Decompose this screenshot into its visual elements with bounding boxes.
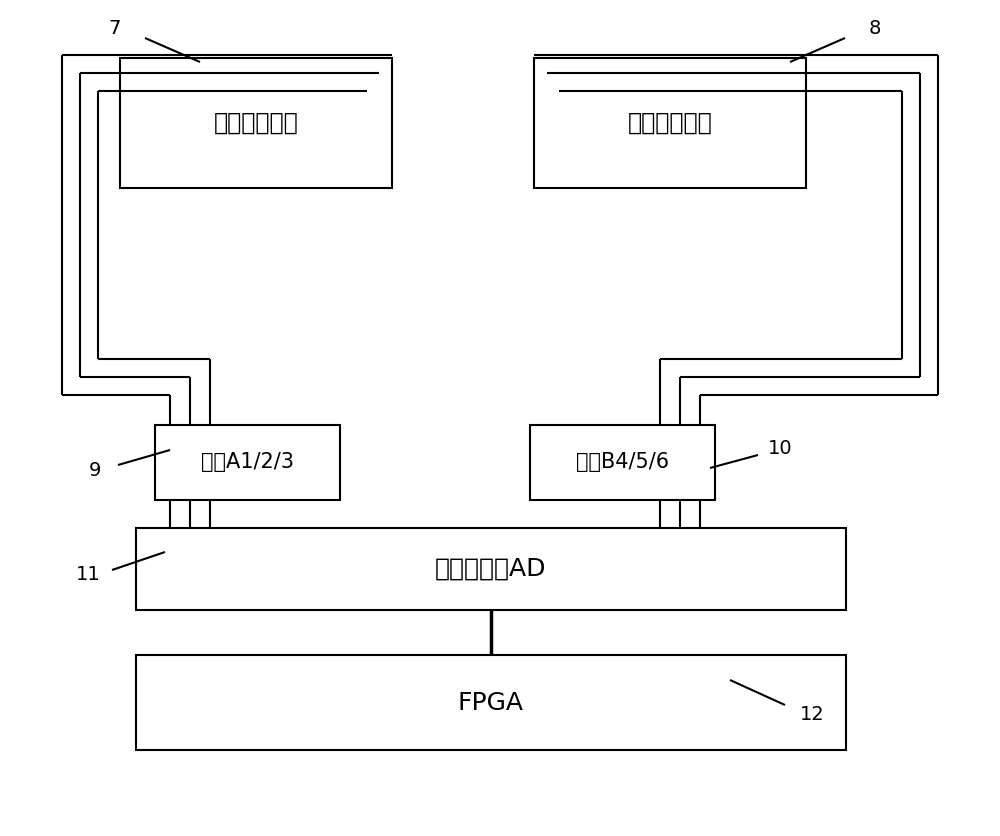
Text: 9: 9 [89,461,101,480]
Text: 11: 11 [76,565,100,584]
Text: 电桥A1/2/3: 电桥A1/2/3 [201,452,294,472]
Text: 7: 7 [109,18,121,38]
Bar [136,655,846,750]
Text: 测量力传感器: 测量力传感器 [214,111,298,135]
Bar [155,425,340,500]
Bar [530,425,715,500]
Text: FPGA: FPGA [458,691,524,715]
Text: 电桥B4/5/6: 电桥B4/5/6 [576,452,669,472]
Text: 多通道高速AD: 多通道高速AD [435,557,547,581]
Bar [136,528,846,610]
Text: 12: 12 [800,706,824,725]
Text: 8: 8 [869,18,881,38]
Text: 参考力传感器: 参考力传感器 [628,111,712,135]
Bar [534,58,806,188]
Bar [120,58,392,188]
Text: 10: 10 [768,439,792,457]
